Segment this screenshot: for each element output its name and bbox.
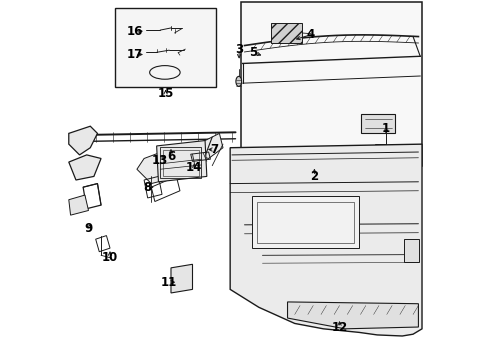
- Polygon shape: [69, 126, 97, 155]
- Polygon shape: [156, 140, 206, 182]
- Polygon shape: [137, 148, 176, 184]
- Bar: [251, 196, 359, 248]
- Text: 16: 16: [127, 25, 143, 38]
- Text: 2: 2: [310, 170, 318, 183]
- Text: 4: 4: [306, 28, 314, 41]
- Bar: [271, 23, 301, 43]
- Text: 12: 12: [331, 321, 347, 334]
- Bar: [241, 3, 421, 166]
- Text: 11: 11: [161, 276, 177, 289]
- Text: 3: 3: [235, 42, 243, 55]
- Bar: [360, 114, 394, 134]
- Bar: [160, 147, 201, 178]
- Text: 15: 15: [157, 87, 173, 100]
- Polygon shape: [171, 264, 192, 293]
- Text: 8: 8: [143, 181, 151, 194]
- Polygon shape: [194, 134, 223, 158]
- Ellipse shape: [235, 76, 241, 86]
- Text: 13: 13: [152, 154, 168, 167]
- Polygon shape: [69, 195, 88, 215]
- Bar: [115, 8, 215, 87]
- Text: 5: 5: [249, 46, 257, 59]
- Text: 7: 7: [209, 143, 218, 156]
- Bar: [163, 150, 198, 176]
- Text: 6: 6: [166, 150, 175, 163]
- Polygon shape: [230, 144, 421, 336]
- Text: 14: 14: [186, 161, 202, 174]
- Bar: [257, 202, 353, 243]
- Bar: [403, 239, 418, 262]
- Text: 1: 1: [381, 122, 389, 135]
- Polygon shape: [69, 155, 101, 180]
- Text: 17: 17: [127, 48, 143, 61]
- Text: 10: 10: [102, 251, 118, 264]
- Polygon shape: [287, 302, 418, 329]
- Text: 9: 9: [84, 222, 92, 235]
